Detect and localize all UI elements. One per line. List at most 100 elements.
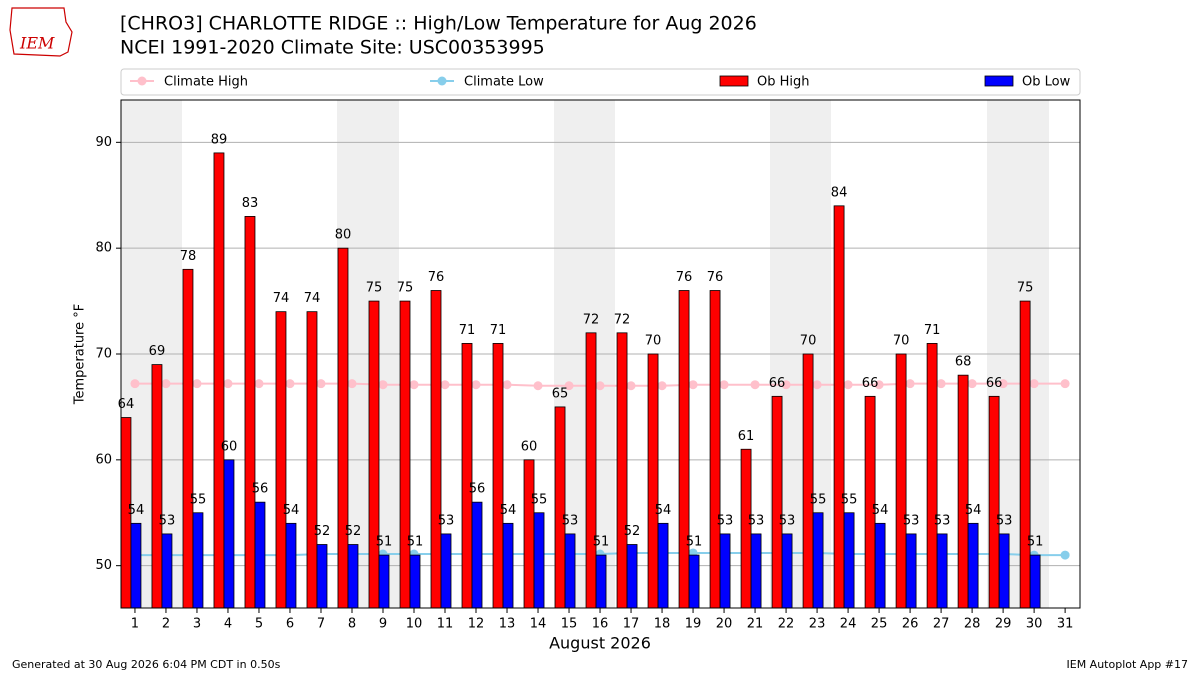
logo: IEM xyxy=(9,7,73,57)
bar xyxy=(1019,300,1031,609)
point xyxy=(471,380,481,390)
data-label: 56 xyxy=(469,482,486,497)
x-tick-label: 10 xyxy=(406,617,423,632)
point xyxy=(440,380,450,390)
x-tick-label: 17 xyxy=(623,617,640,632)
data-label: 65 xyxy=(552,386,569,401)
point xyxy=(843,380,853,390)
chart-title: [CHRO3] CHARLOTTE RIDGE :: High/Low Temp… xyxy=(120,13,757,35)
bar xyxy=(709,290,721,609)
legend-marker xyxy=(437,76,447,86)
logo-text: IEM xyxy=(19,34,55,53)
bar xyxy=(657,522,669,609)
point xyxy=(409,380,419,390)
bar xyxy=(988,395,1000,609)
x-tick-label: 6 xyxy=(286,617,294,632)
bar xyxy=(998,533,1010,609)
x-tick-label: 26 xyxy=(902,617,919,632)
data-label: 51 xyxy=(593,535,610,550)
data-label: 54 xyxy=(872,503,889,518)
x-tick-label: 27 xyxy=(933,617,950,632)
point xyxy=(967,379,977,389)
data-label: 66 xyxy=(862,376,879,391)
point xyxy=(192,379,202,389)
data-label: 55 xyxy=(190,492,207,507)
x-tick-label: 20 xyxy=(716,617,733,632)
point xyxy=(874,380,884,390)
bar xyxy=(936,533,948,609)
point xyxy=(130,379,140,389)
data-label: 56 xyxy=(252,482,269,497)
point xyxy=(936,379,946,389)
bar xyxy=(616,332,628,609)
x-tick-label: 7 xyxy=(317,617,325,632)
data-label: 53 xyxy=(903,513,920,528)
x-tick-label: 16 xyxy=(592,617,609,632)
data-label: 80 xyxy=(335,228,352,243)
x-tick-label: 5 xyxy=(255,617,263,632)
bar xyxy=(316,544,328,609)
bar xyxy=(802,353,814,609)
y-tick-label: 70 xyxy=(95,347,112,362)
data-label: 54 xyxy=(128,503,145,518)
x-tick-label: 12 xyxy=(468,617,485,632)
data-label: 84 xyxy=(831,185,848,200)
bar xyxy=(523,459,535,609)
footer-right: IEM Autoplot App #17 xyxy=(1067,658,1189,671)
data-label: 52 xyxy=(314,524,331,539)
x-tick-label: 22 xyxy=(778,617,795,632)
bar xyxy=(874,522,886,609)
x-tick-label: 29 xyxy=(995,617,1012,632)
legend-label: Ob Low xyxy=(1022,75,1071,90)
data-label: 53 xyxy=(438,513,455,528)
bar xyxy=(368,300,380,609)
bar xyxy=(957,374,969,609)
bar xyxy=(213,152,225,609)
data-label: 75 xyxy=(366,281,383,296)
bar xyxy=(967,522,979,609)
x-tick-label: 3 xyxy=(193,617,201,632)
x-tick-label: 28 xyxy=(964,617,981,632)
bar xyxy=(440,533,452,609)
point xyxy=(998,379,1008,389)
x-tick-label: 18 xyxy=(654,617,671,632)
bar xyxy=(719,533,731,609)
point xyxy=(161,379,171,389)
bar xyxy=(275,311,287,609)
data-label: 71 xyxy=(490,323,507,338)
bar xyxy=(626,544,638,609)
bar xyxy=(182,268,194,609)
legend-box xyxy=(120,68,1081,96)
point xyxy=(285,379,295,389)
data-label: 51 xyxy=(686,535,703,550)
bar xyxy=(244,216,256,609)
data-label: 53 xyxy=(934,513,951,528)
data-label: 71 xyxy=(459,323,476,338)
bar xyxy=(471,501,483,609)
point xyxy=(1060,550,1070,560)
data-label: 54 xyxy=(283,503,300,518)
data-label: 70 xyxy=(800,334,817,349)
bar xyxy=(926,343,938,609)
bar xyxy=(254,501,266,609)
data-label: 54 xyxy=(655,503,672,518)
chart-subtitle: NCEI 1991-2020 Climate Site: USC00353995 xyxy=(120,37,545,59)
data-label: 78 xyxy=(180,249,197,264)
x-tick-label: 21 xyxy=(747,617,764,632)
data-label: 60 xyxy=(221,439,238,454)
bar xyxy=(585,332,597,609)
x-tick-label: 1 xyxy=(131,617,139,632)
bar xyxy=(688,554,700,609)
y-tick-label: 60 xyxy=(95,452,112,467)
bar xyxy=(378,554,390,609)
data-label: 70 xyxy=(893,334,910,349)
point xyxy=(533,381,543,391)
bar xyxy=(337,247,349,609)
point xyxy=(812,380,822,390)
data-label: 53 xyxy=(748,513,765,528)
point xyxy=(223,379,233,389)
x-tick-label: 9 xyxy=(379,617,387,632)
data-label: 53 xyxy=(779,513,796,528)
x-tick-label: 25 xyxy=(871,617,888,632)
point xyxy=(378,380,388,390)
